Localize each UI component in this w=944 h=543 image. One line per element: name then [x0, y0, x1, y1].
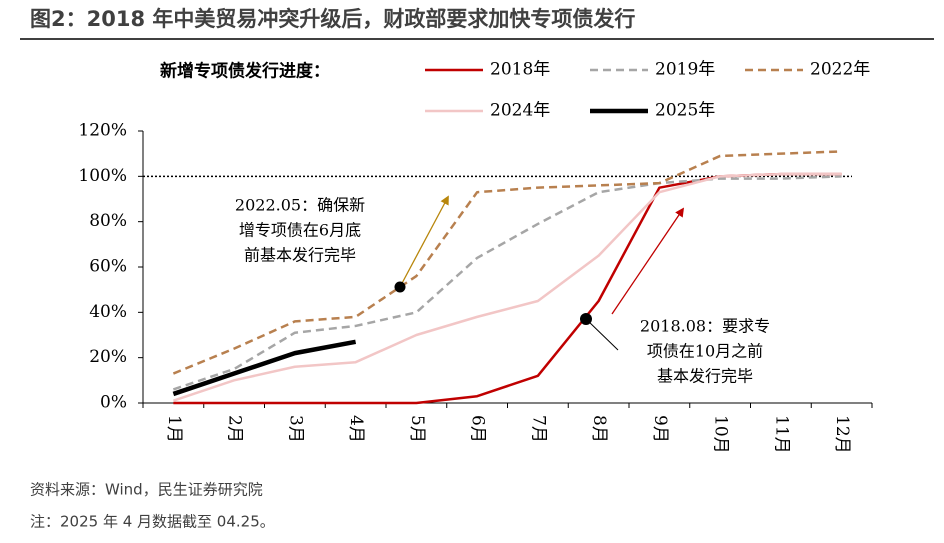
series-line [172, 339, 357, 397]
annotation-dot [394, 281, 406, 293]
note: 注：2025 年 4 月数据截至 04.25。 [30, 513, 275, 531]
x-tick-label: 1月 [164, 415, 184, 443]
chart-title: 图2：2018 年中美贸易冲突升级后，财政部要求加快专项债发行 [30, 7, 635, 31]
x-tick-label: 2月 [225, 415, 245, 443]
legend-title: 新增专项债发行进度： [160, 61, 330, 82]
y-tick-label: 80% [89, 211, 127, 231]
y-tick-label: 0% [100, 393, 127, 413]
y-tick-label: 20% [89, 347, 127, 367]
annotation-arrow [399, 195, 449, 288]
y-tick-label: 60% [89, 257, 127, 277]
annotation-dot [580, 313, 592, 325]
x-tick-label: 11月 [771, 415, 791, 454]
annotation-text: 2022.05：确保新 [235, 196, 365, 215]
x-tick-label: 7月 [528, 415, 548, 443]
annotation-text: 2018.08：要求专 [640, 317, 770, 336]
series-line [172, 175, 842, 391]
legend-label: 2018年 [490, 60, 550, 80]
annotation-text: 基本发行完毕 [657, 367, 753, 386]
y-tick-label: 100% [78, 166, 127, 186]
annotation-leader [585, 318, 619, 351]
legend-label: 2024年 [490, 101, 550, 121]
x-tick-label: 9月 [650, 415, 670, 443]
annotation-text: 项债在10月之前 [647, 342, 763, 361]
annotation-text: 增专项债在6月底 [239, 221, 361, 240]
annotation-text: 前基本发行完毕 [244, 246, 356, 265]
series-line [172, 172, 842, 402]
legend-label: 2019年 [655, 60, 715, 80]
x-tick-label: 10月 [711, 415, 731, 454]
legend-label: 2025年 [655, 101, 715, 121]
y-tick-label: 120% [78, 121, 127, 141]
series-line [172, 150, 842, 375]
x-tick-label: 6月 [468, 415, 488, 443]
annotation-arrow [611, 207, 685, 315]
x-tick-label: 8月 [589, 415, 609, 443]
source: 资料来源：Wind，民生证券研究院 [30, 481, 263, 499]
x-tick-label: 5月 [407, 415, 427, 443]
y-tick-label: 40% [89, 302, 127, 322]
legend-label: 2022年 [810, 60, 870, 80]
x-tick-label: 12月 [832, 415, 852, 454]
x-tick-label: 4月 [346, 415, 366, 443]
x-tick-label: 3月 [285, 415, 305, 443]
